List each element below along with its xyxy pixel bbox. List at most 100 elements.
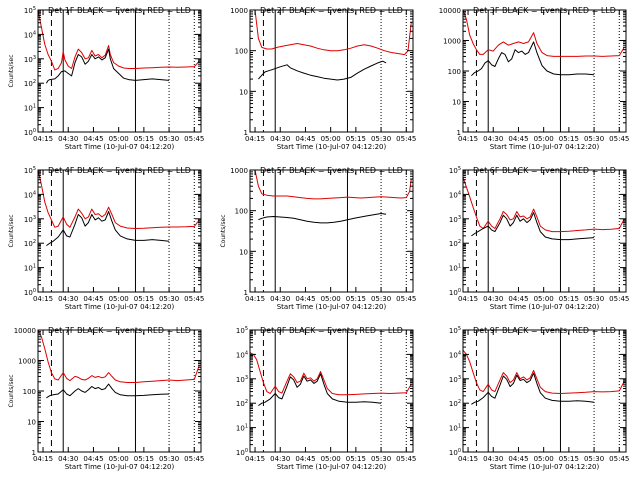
x-tick-label: 04:45 bbox=[508, 135, 528, 143]
x-tick-label: 05:30 bbox=[159, 295, 179, 303]
x-tick-label: 04:45 bbox=[508, 455, 528, 463]
y-tick-label: 101 bbox=[24, 264, 36, 273]
y-tick-label: 105 bbox=[24, 6, 36, 15]
events-series-line bbox=[258, 373, 382, 407]
chart-panel-7: 04:15 04:30 04:45 05:00 05:15 05:30 05:45 1 10 10… bbox=[8, 326, 204, 471]
x-tick-label: 04:30 bbox=[270, 295, 290, 303]
x-tick-label: 05:00 bbox=[109, 455, 129, 463]
y-tick-label: 105 bbox=[449, 166, 461, 175]
x-axis-label: Start Time (10-Jul-07 04:12:20) bbox=[490, 463, 600, 471]
lld-series-line bbox=[250, 170, 412, 200]
y-tick-label: 104 bbox=[24, 190, 36, 199]
x-tick-label: 05:15 bbox=[346, 135, 366, 143]
x-tick-label: 05:30 bbox=[159, 455, 179, 463]
lld-series-line bbox=[463, 349, 625, 394]
chart-panel-1: 04:15 04:30 04:45 05:00 05:15 05:30 05:45 100 10… bbox=[8, 6, 204, 151]
y-tick-label: 100 bbox=[448, 68, 461, 76]
lld-series-line bbox=[463, 10, 625, 57]
x-tick-label: 04:45 bbox=[83, 135, 103, 143]
x-tick-label: 05:15 bbox=[346, 295, 366, 303]
x-tick-label: 04:45 bbox=[295, 455, 315, 463]
y-tick-label: 10000 bbox=[439, 7, 461, 15]
y-tick-label: 104 bbox=[24, 30, 36, 39]
y-tick-label: 105 bbox=[449, 326, 461, 335]
x-tick-label: 04:30 bbox=[270, 455, 290, 463]
x-tick-label: 05:15 bbox=[559, 135, 579, 143]
y-tick-label: 104 bbox=[236, 350, 248, 359]
x-tick-label: 04:30 bbox=[270, 135, 290, 143]
y-tick-label: 100 bbox=[235, 48, 248, 56]
y-tick-label: 100 bbox=[449, 448, 461, 457]
panel-title: Det 1F BLACK = Events, RED = LLD bbox=[48, 6, 191, 15]
panel-title: Det 3F BLACK = Events, RED = LLD bbox=[473, 6, 616, 15]
x-tick-label: 04:45 bbox=[295, 135, 315, 143]
x-tick-label: 05:30 bbox=[584, 295, 604, 303]
chart-panel-5: 04:15 04:30 04:45 05:00 05:15 05:30 05:45 1 10 10… bbox=[220, 166, 416, 311]
y-tick-label: 100 bbox=[23, 388, 36, 396]
plot-frame bbox=[249, 329, 414, 453]
y-tick-label: 103 bbox=[236, 375, 248, 384]
x-tick-label: 05:30 bbox=[371, 295, 391, 303]
y-tick-label: 101 bbox=[449, 264, 461, 273]
y-tick-label: 104 bbox=[449, 350, 461, 359]
x-tick-label: 04:15 bbox=[245, 135, 265, 143]
x-tick-label: 05:15 bbox=[134, 135, 154, 143]
y-tick-label: 1000 bbox=[230, 7, 248, 15]
x-tick-label: 05:30 bbox=[371, 455, 391, 463]
x-tick-label: 05:15 bbox=[559, 455, 579, 463]
y-tick-label: 10 bbox=[239, 88, 248, 96]
y-tick-label: 100 bbox=[449, 288, 461, 297]
x-tick-label: 05:45 bbox=[184, 295, 204, 303]
plot-frame bbox=[249, 9, 414, 133]
y-tick-label: 105 bbox=[24, 166, 36, 175]
y-tick-label: 102 bbox=[449, 399, 461, 408]
y-tick-label: 102 bbox=[24, 79, 36, 88]
x-tick-label: 04:15 bbox=[33, 135, 53, 143]
plot-frame bbox=[249, 169, 414, 293]
y-tick-label: 100 bbox=[235, 208, 248, 216]
events-series-line bbox=[46, 383, 170, 399]
x-tick-label: 05:30 bbox=[371, 135, 391, 143]
plot-frame bbox=[462, 169, 627, 293]
y-tick-label: 103 bbox=[449, 215, 461, 224]
x-tick-label: 05:45 bbox=[184, 135, 204, 143]
panel-title: Det 4F BLACK = Events, RED = LLD bbox=[48, 166, 191, 175]
x-axis-label: Start Time (10-Jul-07 04:12:20) bbox=[277, 303, 387, 311]
events-series-line bbox=[46, 211, 170, 247]
x-tick-label: 04:15 bbox=[458, 455, 478, 463]
chart-panel-2: 04:15 04:30 04:45 05:00 05:15 05:30 05:45 1 10 10… bbox=[230, 6, 416, 151]
events-series-line bbox=[471, 212, 595, 241]
x-tick-label: 05:00 bbox=[534, 135, 554, 143]
y-tick-label: 10 bbox=[239, 248, 248, 256]
lld-series-line bbox=[38, 10, 200, 71]
y-tick-label: 1000 bbox=[18, 358, 36, 366]
y-tick-label: 100 bbox=[24, 128, 36, 137]
x-tick-label: 04:30 bbox=[58, 295, 78, 303]
y-axis-label: Counts/sec bbox=[8, 54, 15, 87]
y-axis-label: Counts/sec bbox=[220, 214, 227, 247]
x-tick-label: 05:15 bbox=[559, 295, 579, 303]
x-tick-label: 04:30 bbox=[483, 295, 503, 303]
x-tick-label: 05:15 bbox=[134, 295, 154, 303]
y-tick-label: 10000 bbox=[14, 327, 36, 335]
x-tick-label: 05:45 bbox=[396, 295, 416, 303]
x-tick-label: 05:30 bbox=[584, 135, 604, 143]
x-tick-label: 05:00 bbox=[109, 295, 129, 303]
x-tick-label: 05:45 bbox=[396, 455, 416, 463]
lld-series-line bbox=[38, 330, 200, 383]
x-tick-label: 05:00 bbox=[321, 295, 341, 303]
plot-frame bbox=[37, 9, 202, 133]
x-tick-label: 05:45 bbox=[609, 455, 629, 463]
y-tick-label: 101 bbox=[449, 424, 461, 433]
chart-panel-3: 04:15 04:30 04:45 05:00 05:15 05:30 05:45 1 10 10… bbox=[439, 6, 630, 151]
x-tick-label: 04:45 bbox=[83, 295, 103, 303]
x-tick-label: 05:00 bbox=[534, 295, 554, 303]
x-tick-label: 04:15 bbox=[33, 295, 53, 303]
y-tick-label: 103 bbox=[449, 375, 461, 384]
panel-title: Det 8F BLACK = Events, RED = LLD bbox=[260, 326, 403, 335]
lld-series-line bbox=[38, 170, 200, 229]
x-tick-label: 05:15 bbox=[346, 455, 366, 463]
y-tick-label: 103 bbox=[24, 55, 36, 64]
x-tick-label: 04:30 bbox=[483, 135, 503, 143]
